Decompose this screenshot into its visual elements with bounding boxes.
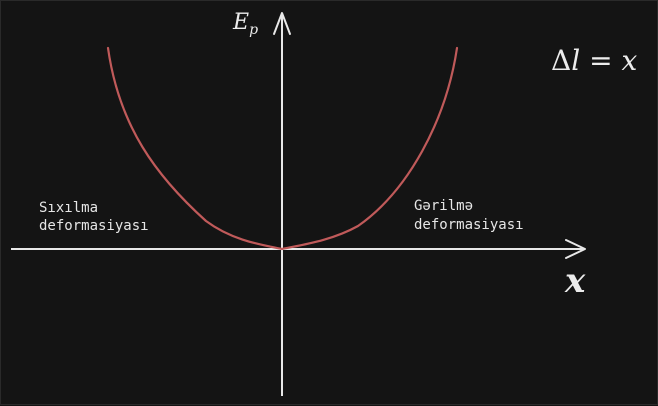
y-axis-label-subscript: p bbox=[249, 22, 258, 38]
y-axis-label-base: E bbox=[232, 10, 249, 35]
equation-delta: Δ bbox=[551, 44, 571, 77]
y-axis-arrowhead bbox=[273, 12, 291, 35]
compression-label-line-2: deformasiyası bbox=[39, 218, 149, 234]
energy-curve bbox=[106, 46, 459, 251]
x-axis-label: x bbox=[564, 261, 586, 301]
y-axis-label: Ep bbox=[232, 10, 258, 38]
x-axis-arrowhead bbox=[565, 239, 586, 259]
equation-equals: = bbox=[580, 44, 621, 77]
compression-label-line-1: Sıxılma bbox=[39, 200, 98, 216]
tension-label-line-2: deformasiyası bbox=[414, 217, 524, 233]
tension-label-line-1: Gərilmə bbox=[414, 198, 473, 214]
equation-lhs: l bbox=[571, 44, 580, 77]
equation: Δl = x bbox=[551, 44, 637, 77]
equation-rhs: x bbox=[621, 44, 637, 77]
